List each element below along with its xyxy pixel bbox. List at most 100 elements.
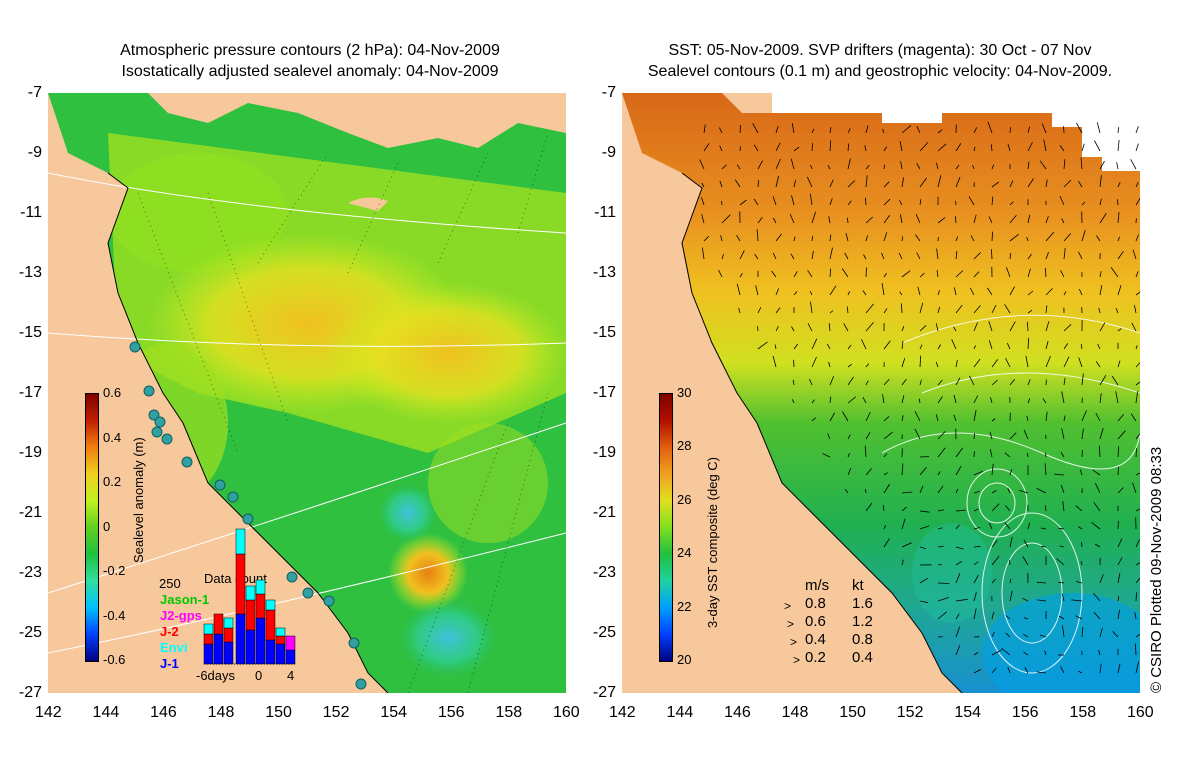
left-map-panel: Sealevel anomaly (m) 0.6 0.4 0.2 0 -0.2 -0.4 -… (48, 93, 566, 693)
velocity-vector (955, 626, 961, 638)
velocity-vector (1078, 670, 1083, 674)
velocity-vector (1075, 581, 1083, 584)
inset-legend-entry: Envi (160, 640, 187, 655)
velocity-vector (1135, 592, 1137, 602)
velocity-vector (915, 214, 921, 224)
velocity-vector (881, 252, 885, 260)
inset-bar-segment (255, 579, 266, 595)
velocity-vector (847, 200, 852, 206)
velocity-vector (973, 358, 981, 368)
inset-bar-segment (223, 627, 234, 643)
velocity-arrow-icon: > (790, 635, 798, 649)
right-title-line1: SST: 05-Nov-2009. SVP drifters (magenta)… (668, 42, 1092, 59)
velocity-vector (753, 198, 759, 206)
velocity-vector (1018, 489, 1029, 494)
velocity-vector (901, 125, 912, 134)
velocity-vector (739, 199, 747, 206)
velocity-vector (1004, 304, 1011, 314)
velocity-ms-value: 0.4 (805, 631, 826, 648)
velocity-vector (1044, 267, 1047, 278)
velocity-vector (1060, 484, 1065, 494)
velocity-vector (1025, 355, 1029, 368)
velocity-vector (953, 326, 957, 332)
velocity-vector (757, 179, 759, 188)
velocity-vector (1081, 627, 1084, 638)
lon-tick-label: 150 (265, 704, 292, 721)
velocity-vector (973, 127, 978, 134)
velocity-vector (1111, 375, 1119, 386)
velocity-vector (847, 291, 850, 296)
velocity-vector (829, 179, 834, 188)
velocity-vector (775, 288, 780, 296)
velocity-vector (989, 449, 993, 458)
inset-x-tick-zero: 0 (255, 668, 262, 683)
velocity-vector (1078, 180, 1083, 188)
lon-tick-label: 146 (724, 704, 751, 721)
velocity-vector (1009, 127, 1011, 134)
velocity-kt-value: 1.6 (852, 595, 873, 612)
velocity-vector (919, 199, 922, 206)
inset-legend-entry: J-1 (160, 656, 179, 671)
velocity-vector (900, 161, 903, 170)
lon-tick-label: 152 (322, 704, 350, 721)
velocity-vector (955, 560, 963, 566)
velocity-kt-value: 0.8 (852, 631, 873, 648)
inset-x-tick-start: -6days (196, 668, 236, 683)
velocity-vector (865, 175, 868, 188)
velocity-vector (791, 195, 795, 206)
velocity-vector (919, 466, 927, 476)
velocity-vector (1061, 593, 1065, 602)
tide-gauge-markers (129, 341, 367, 690)
velocity-vector (937, 509, 944, 512)
velocity-vector (937, 582, 950, 584)
velocity-vector (1117, 487, 1124, 494)
velocity-vector (1063, 291, 1067, 296)
velocity-vector (973, 652, 979, 656)
velocity-vector (901, 270, 911, 278)
lon-tick-label: 152 (896, 704, 924, 721)
velocity-vector (811, 143, 813, 152)
velocity-vector (775, 326, 779, 332)
velocity-vector (865, 267, 867, 278)
lat-tick-label: -17 (18, 384, 42, 401)
velocity-vector (865, 363, 870, 368)
velocity-vector (1027, 178, 1034, 188)
velocity-vector (951, 339, 957, 350)
velocity-vector (1058, 527, 1065, 530)
velocity-vector (1099, 393, 1102, 404)
inset-title: Data count (204, 571, 267, 586)
velocity-vector (847, 217, 849, 224)
velocity-vector (790, 158, 795, 170)
velocity-vector (1007, 487, 1011, 494)
sealevel-anomaly-map (48, 93, 566, 693)
lat-tick-label: -7 (27, 84, 42, 101)
velocity-vector (719, 127, 723, 134)
velocity-vector (847, 434, 851, 440)
velocity-vector (1097, 343, 1101, 350)
velocity-vector (919, 325, 927, 332)
velocity-vector (1117, 328, 1122, 332)
velocity-vector (1135, 661, 1139, 674)
velocity-vector (901, 415, 904, 422)
velocity-vector (991, 555, 1000, 566)
velocity-vector (955, 645, 961, 656)
velocity-vector (917, 286, 921, 296)
velocity-vector (811, 338, 818, 350)
velocity-vector (991, 612, 995, 620)
velocity-vector (1042, 398, 1047, 404)
velocity-vector (919, 142, 929, 152)
velocity-kt-value: 1.2 (852, 613, 873, 630)
velocity-vector (1112, 631, 1119, 638)
velocity-vector (1135, 345, 1138, 350)
velocity-vector (973, 252, 981, 260)
velocity-vector (736, 234, 741, 242)
velocity-vector (1026, 237, 1029, 242)
velocity-vector (1023, 633, 1029, 638)
velocity-vector (865, 216, 873, 224)
velocity-vector (1099, 445, 1101, 458)
velocity-vector (1117, 557, 1123, 566)
copyright-text: © CSIRO Plotted 09-Nov-2009 08:33 (1148, 446, 1165, 693)
velocity-vector (973, 608, 977, 620)
velocity-vector (829, 127, 832, 134)
velocity-vector (919, 485, 924, 494)
